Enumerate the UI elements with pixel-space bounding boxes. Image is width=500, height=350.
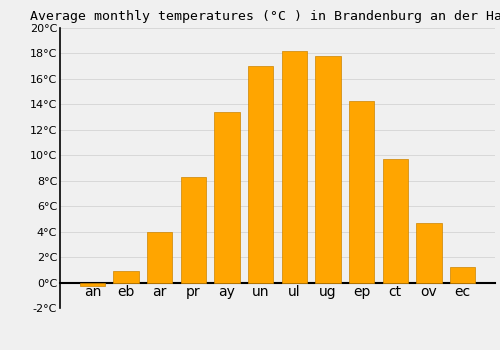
Bar [450, 267, 475, 282]
Bar [80, 282, 105, 286]
Bar [282, 51, 307, 282]
Bar [214, 112, 240, 282]
Bar [180, 177, 206, 282]
Bar [147, 232, 172, 282]
Bar [316, 56, 340, 282]
Bar [349, 100, 374, 282]
Bar [416, 223, 442, 282]
Bar [382, 159, 408, 282]
Bar [248, 66, 274, 282]
Title: Average monthly temperatures (°C ) in Brandenburg an der Havel: Average monthly temperatures (°C ) in Br… [30, 10, 500, 23]
Bar [114, 271, 138, 282]
